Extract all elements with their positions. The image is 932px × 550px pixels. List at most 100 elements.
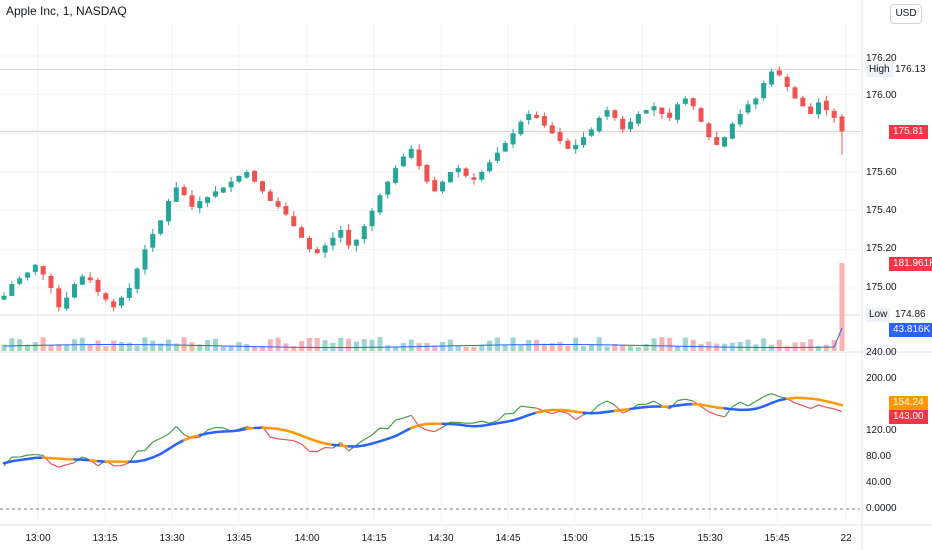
indicator-slow-line [182,435,194,442]
volume-bar [808,339,814,351]
volume-bar [338,337,344,351]
volume-bar [761,338,767,351]
volume-bar [150,340,156,351]
chart-title: Apple Inc, 1, NASDAQ [6,4,127,18]
indicator-slow-line [237,427,249,432]
volume-bar [471,346,477,351]
volume-bar [40,337,46,351]
indicator-slow-line [825,400,836,405]
indicator-slow-line [378,437,390,443]
indicator-slow-line [2,460,14,465]
volume-bar [103,346,109,351]
indicator-tag-2: 143.00 [889,410,928,424]
volume-bar [126,342,132,351]
candle-body [455,168,461,173]
volume-bar [32,342,38,351]
indicator-slow-line [18,457,29,462]
candle-body [369,210,375,227]
indicator-tick: 200.00 [866,373,897,384]
volume-bar [447,339,453,351]
volume-bar [56,344,62,351]
indicator-slow-line [621,407,632,412]
indicator-fast-line [677,398,686,402]
indicator-slow-line [135,458,147,463]
indicator-slow-line [543,408,554,413]
candle-body [643,110,649,114]
indicator-slow-line [809,397,820,401]
volume-bar [565,345,571,351]
indicator-fast-line [395,417,404,421]
indicator-slow-line [284,429,296,434]
candle-body [377,195,383,213]
candle-body [447,172,453,183]
indicator-slow-line [276,427,288,432]
candle-body [737,114,743,125]
indicator-fast-line [458,421,467,424]
candle-body [581,137,587,146]
volume-bar [534,339,540,351]
indicator-slow-line [81,458,92,462]
indicator-slow-line [699,403,711,408]
indicator-fast-line [207,426,216,431]
volume-bar [353,341,359,351]
indicator-fast-line [747,400,757,407]
candlestick-series [1,66,845,312]
indicator-slow-line [817,398,828,403]
indicator-slow-line [394,430,405,438]
volume-bar [393,346,399,351]
indicator-fast-line [418,425,428,431]
candle-body [40,266,46,275]
volume-bar [604,346,610,351]
indicator-fast-line [387,419,397,430]
indicator-slow-line [57,457,68,461]
indicator-fast-line [833,408,843,413]
time-tick: 13:15 [92,533,118,544]
volume-bar [784,346,790,351]
indicator-slow-line [339,444,350,448]
time-tick: 14:15 [361,533,387,544]
candle-body [267,191,273,201]
candle-body [322,245,328,253]
indicator-slow-line [574,410,585,414]
candle-body [816,102,822,115]
candle-body [158,220,164,234]
indicator-slow-line [754,405,765,411]
candle-body [784,76,790,87]
indicator-fast-line [755,396,764,402]
volume-bar [628,346,634,351]
volume-bar [306,337,312,351]
volume-bar [455,345,461,351]
candle-body [839,116,845,132]
indicator-fast-line [152,437,161,443]
candle-body [400,156,406,167]
indicator-fast-line [293,440,302,445]
low-label: Low [866,308,891,322]
volume-bar [620,344,626,351]
candle-body [299,227,305,238]
indicator-slow-line [410,424,421,430]
currency-button[interactable]: USD [890,4,922,24]
indicator-slow-line [770,398,781,405]
indicator-fast-line [301,443,310,452]
candle-body [346,229,352,246]
high-label: High [866,63,893,77]
price-tick: 176.20 [866,53,897,64]
candle-body [808,106,814,114]
indicator-fast-line [371,427,381,436]
indicator-slow-line [723,407,734,411]
indicator-slow-line [785,396,797,400]
candle-body [283,205,289,215]
volume-bar [831,340,837,351]
indicator-slow-line [762,401,773,408]
time-tick: 14:45 [495,533,521,544]
volume-bar [64,344,70,351]
indicator-slow-line [49,456,61,460]
indicator-fast-line [175,425,185,436]
indicator-fast-line [763,393,772,398]
candle-body [111,301,117,308]
indicator-slow-line [386,434,397,441]
volume-bar [158,343,164,351]
candle-body [729,123,735,139]
indicator-fast-line [238,426,247,430]
